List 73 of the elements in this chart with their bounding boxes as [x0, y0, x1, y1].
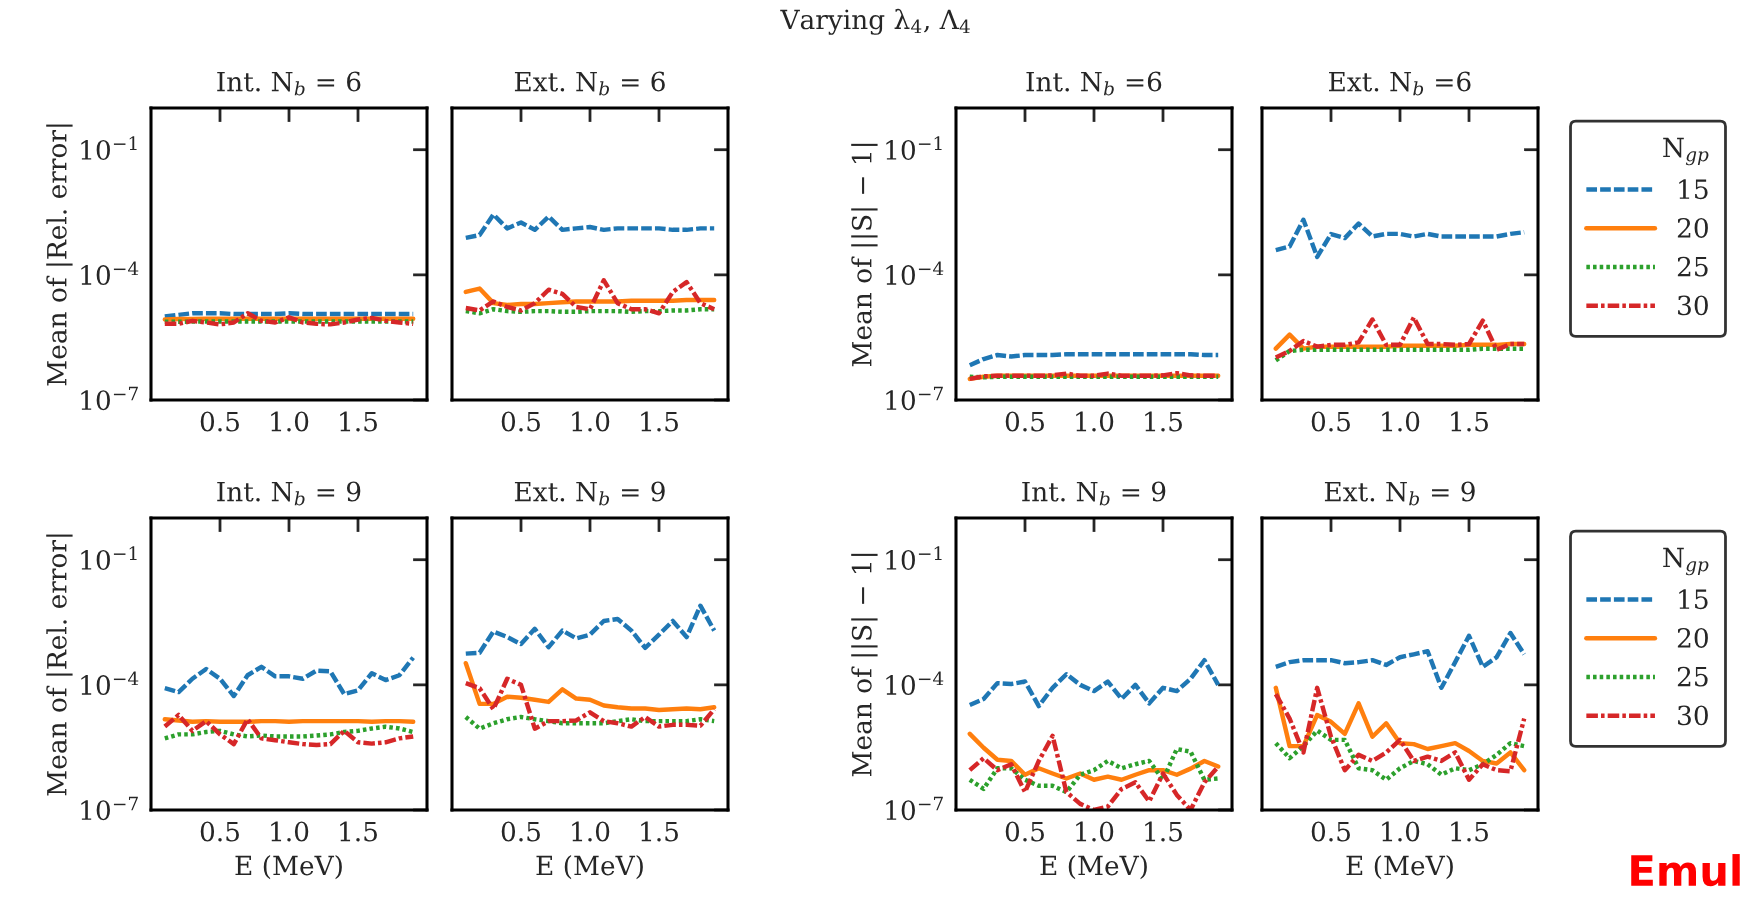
legend-label: 15: [1679, 589, 1708, 610]
line-series: [967, 746, 1221, 795]
x-tick-label: 0.5: [501, 821, 540, 842]
x-tick-label: 1.5: [340, 411, 377, 432]
x-tick-label: 0.5: [501, 411, 540, 432]
y-axis-title: Mean of |Rel. error|: [46, 124, 73, 386]
chart-title: Ext. N$_{b}$ = 9: [514, 481, 665, 506]
y-tick-label: 10$^{−4}$: [886, 671, 944, 696]
legend-label: 25: [1677, 256, 1708, 277]
x-tick-label: 1.5: [1451, 821, 1488, 842]
chart-title: Ext. N$_{b}$ = 6: [514, 71, 665, 96]
x-tick-label: 0.5: [1311, 411, 1350, 432]
line-series: [162, 712, 416, 748]
y-tick-label: 10$^{−4}$: [81, 671, 139, 696]
legend-label: 20: [1677, 217, 1708, 238]
y-tick-label: 10$^{−1}$: [81, 546, 137, 570]
line-series: [967, 352, 1221, 368]
text: Varying λ$_{4}$, Λ$_{4}$: [780, 8, 970, 35]
legend-label: 30: [1678, 295, 1708, 316]
line-series: [967, 731, 1221, 783]
x-tick-label: 1.5: [340, 821, 377, 842]
y-tick-label: 10$^{−7}$: [886, 386, 943, 411]
x-axis-title: E (MeV): [235, 854, 342, 880]
y-tick-label: 10$^{−1}$: [886, 136, 942, 160]
x-tick-label: 0.5: [200, 411, 239, 432]
legend-label: 20: [1677, 627, 1708, 648]
y-tick-label: 10$^{−7}$: [886, 796, 943, 821]
x-tick-label: 1.5: [641, 821, 678, 842]
x-tick-label: 0.5: [1311, 821, 1350, 842]
x-tick-label: 1.5: [641, 411, 678, 432]
x-tick-label: 1.0: [572, 411, 610, 432]
y-tick-label: 10$^{−4}$: [81, 261, 139, 286]
x-tick-label: 1.0: [1076, 411, 1114, 432]
line-series: [162, 655, 416, 699]
chart-title: Int. N$_{b}$ = 9: [217, 481, 361, 506]
text: Emul: [1631, 854, 1740, 887]
x-tick-label: 1.5: [1145, 411, 1182, 432]
legend-label: 25: [1677, 666, 1708, 687]
y-axis-title: Mean of ||S| − 1|: [851, 143, 878, 367]
y-tick-label: 10$^{−7}$: [81, 386, 138, 411]
chart-title: Ext. N$_{b}$ =6: [1329, 71, 1471, 96]
x-tick-label: 1.0: [572, 821, 610, 842]
y-axis-title: Mean of |Rel. error|: [46, 534, 73, 796]
x-tick-label: 1.5: [1451, 411, 1488, 432]
y-tick-label: 10$^{−1}$: [886, 546, 942, 570]
legend-label: 15: [1679, 179, 1708, 200]
legend-title: N$_{gp}$: [1663, 547, 1709, 576]
x-tick-label: 0.5: [200, 821, 239, 842]
y-tick-label: 10$^{−1}$: [81, 136, 137, 160]
x-tick-label: 0.5: [1005, 411, 1044, 432]
x-tick-label: 1.0: [1382, 821, 1420, 842]
line-series: [967, 657, 1221, 709]
chart-title: Ext. N$_{b}$ = 9: [1324, 481, 1475, 506]
line-series: [162, 724, 416, 741]
legend-title: N$_{gp}$: [1663, 137, 1709, 166]
chart-title: Int. N$_{b}$ = 9: [1022, 481, 1166, 506]
line-series: [162, 311, 416, 327]
x-axis-title: E (MeV): [1346, 854, 1453, 880]
x-tick-label: 0.5: [1005, 821, 1044, 842]
chart-title: Int. N$_{b}$ =6: [1026, 71, 1162, 96]
x-axis-title: E (MeV): [536, 854, 643, 880]
chart-title: Int. N$_{b}$ = 6: [217, 71, 361, 96]
x-tick-label: 1.0: [271, 411, 309, 432]
legend-label: 30: [1678, 705, 1708, 726]
y-tick-label: 10$^{−4}$: [886, 261, 944, 286]
y-tick-label: 10$^{−7}$: [81, 796, 138, 821]
x-tick-label: 1.0: [1382, 411, 1420, 432]
x-tick-label: 1.5: [1145, 821, 1182, 842]
y-axis-title: Mean of ||S| − 1|: [851, 553, 878, 777]
x-axis-title: E (MeV): [1040, 854, 1147, 880]
line-series: [967, 733, 1221, 810]
x-tick-label: 1.0: [271, 821, 309, 842]
x-tick-label: 1.0: [1076, 821, 1114, 842]
